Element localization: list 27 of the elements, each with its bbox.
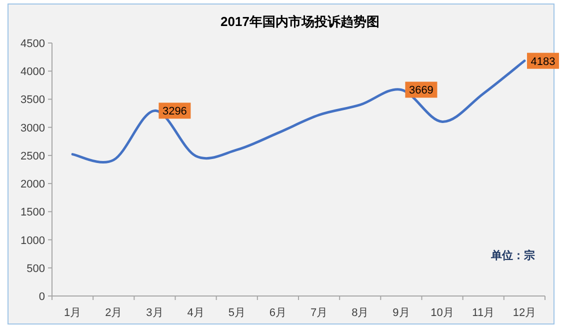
y-tick-label: 1500 [20, 206, 45, 219]
y-tick-label: 4500 [20, 38, 45, 50]
x-tick-label: 7月 [310, 307, 328, 319]
x-tick-label: 8月 [352, 307, 369, 319]
chart-title: 2017年国内市场投诉趋势图 [220, 14, 380, 29]
y-tick-label: 3000 [20, 122, 45, 134]
y-tick-label: 2500 [20, 150, 45, 162]
x-tick-label: 6月 [269, 307, 287, 319]
data-label: 4183 [530, 56, 556, 68]
x-tick-label: 5月 [228, 307, 246, 319]
x-tick-label: 9月 [392, 307, 410, 319]
y-tick-label: 4000 [20, 66, 45, 78]
data-label: 3296 [162, 106, 187, 118]
x-tick-label: 11月 [472, 307, 495, 319]
annotation: 单位：宗 [490, 249, 535, 262]
x-tick-label: 2月 [105, 307, 122, 319]
y-tick-label: 0 [38, 291, 45, 303]
x-tick-label: 1月 [64, 307, 82, 319]
y-tick-label: 2000 [20, 178, 45, 191]
y-tick-label: 3500 [20, 94, 45, 106]
x-tick-label: 3月 [146, 307, 164, 319]
x-tick-label: 4月 [187, 307, 204, 319]
y-tick-label: 500 [26, 262, 45, 275]
y-tick-label: 1000 [20, 234, 45, 247]
data-label: 3669 [408, 84, 434, 97]
x-tick-label: 10月 [430, 307, 454, 319]
x-tick-label: 12月 [512, 307, 536, 319]
